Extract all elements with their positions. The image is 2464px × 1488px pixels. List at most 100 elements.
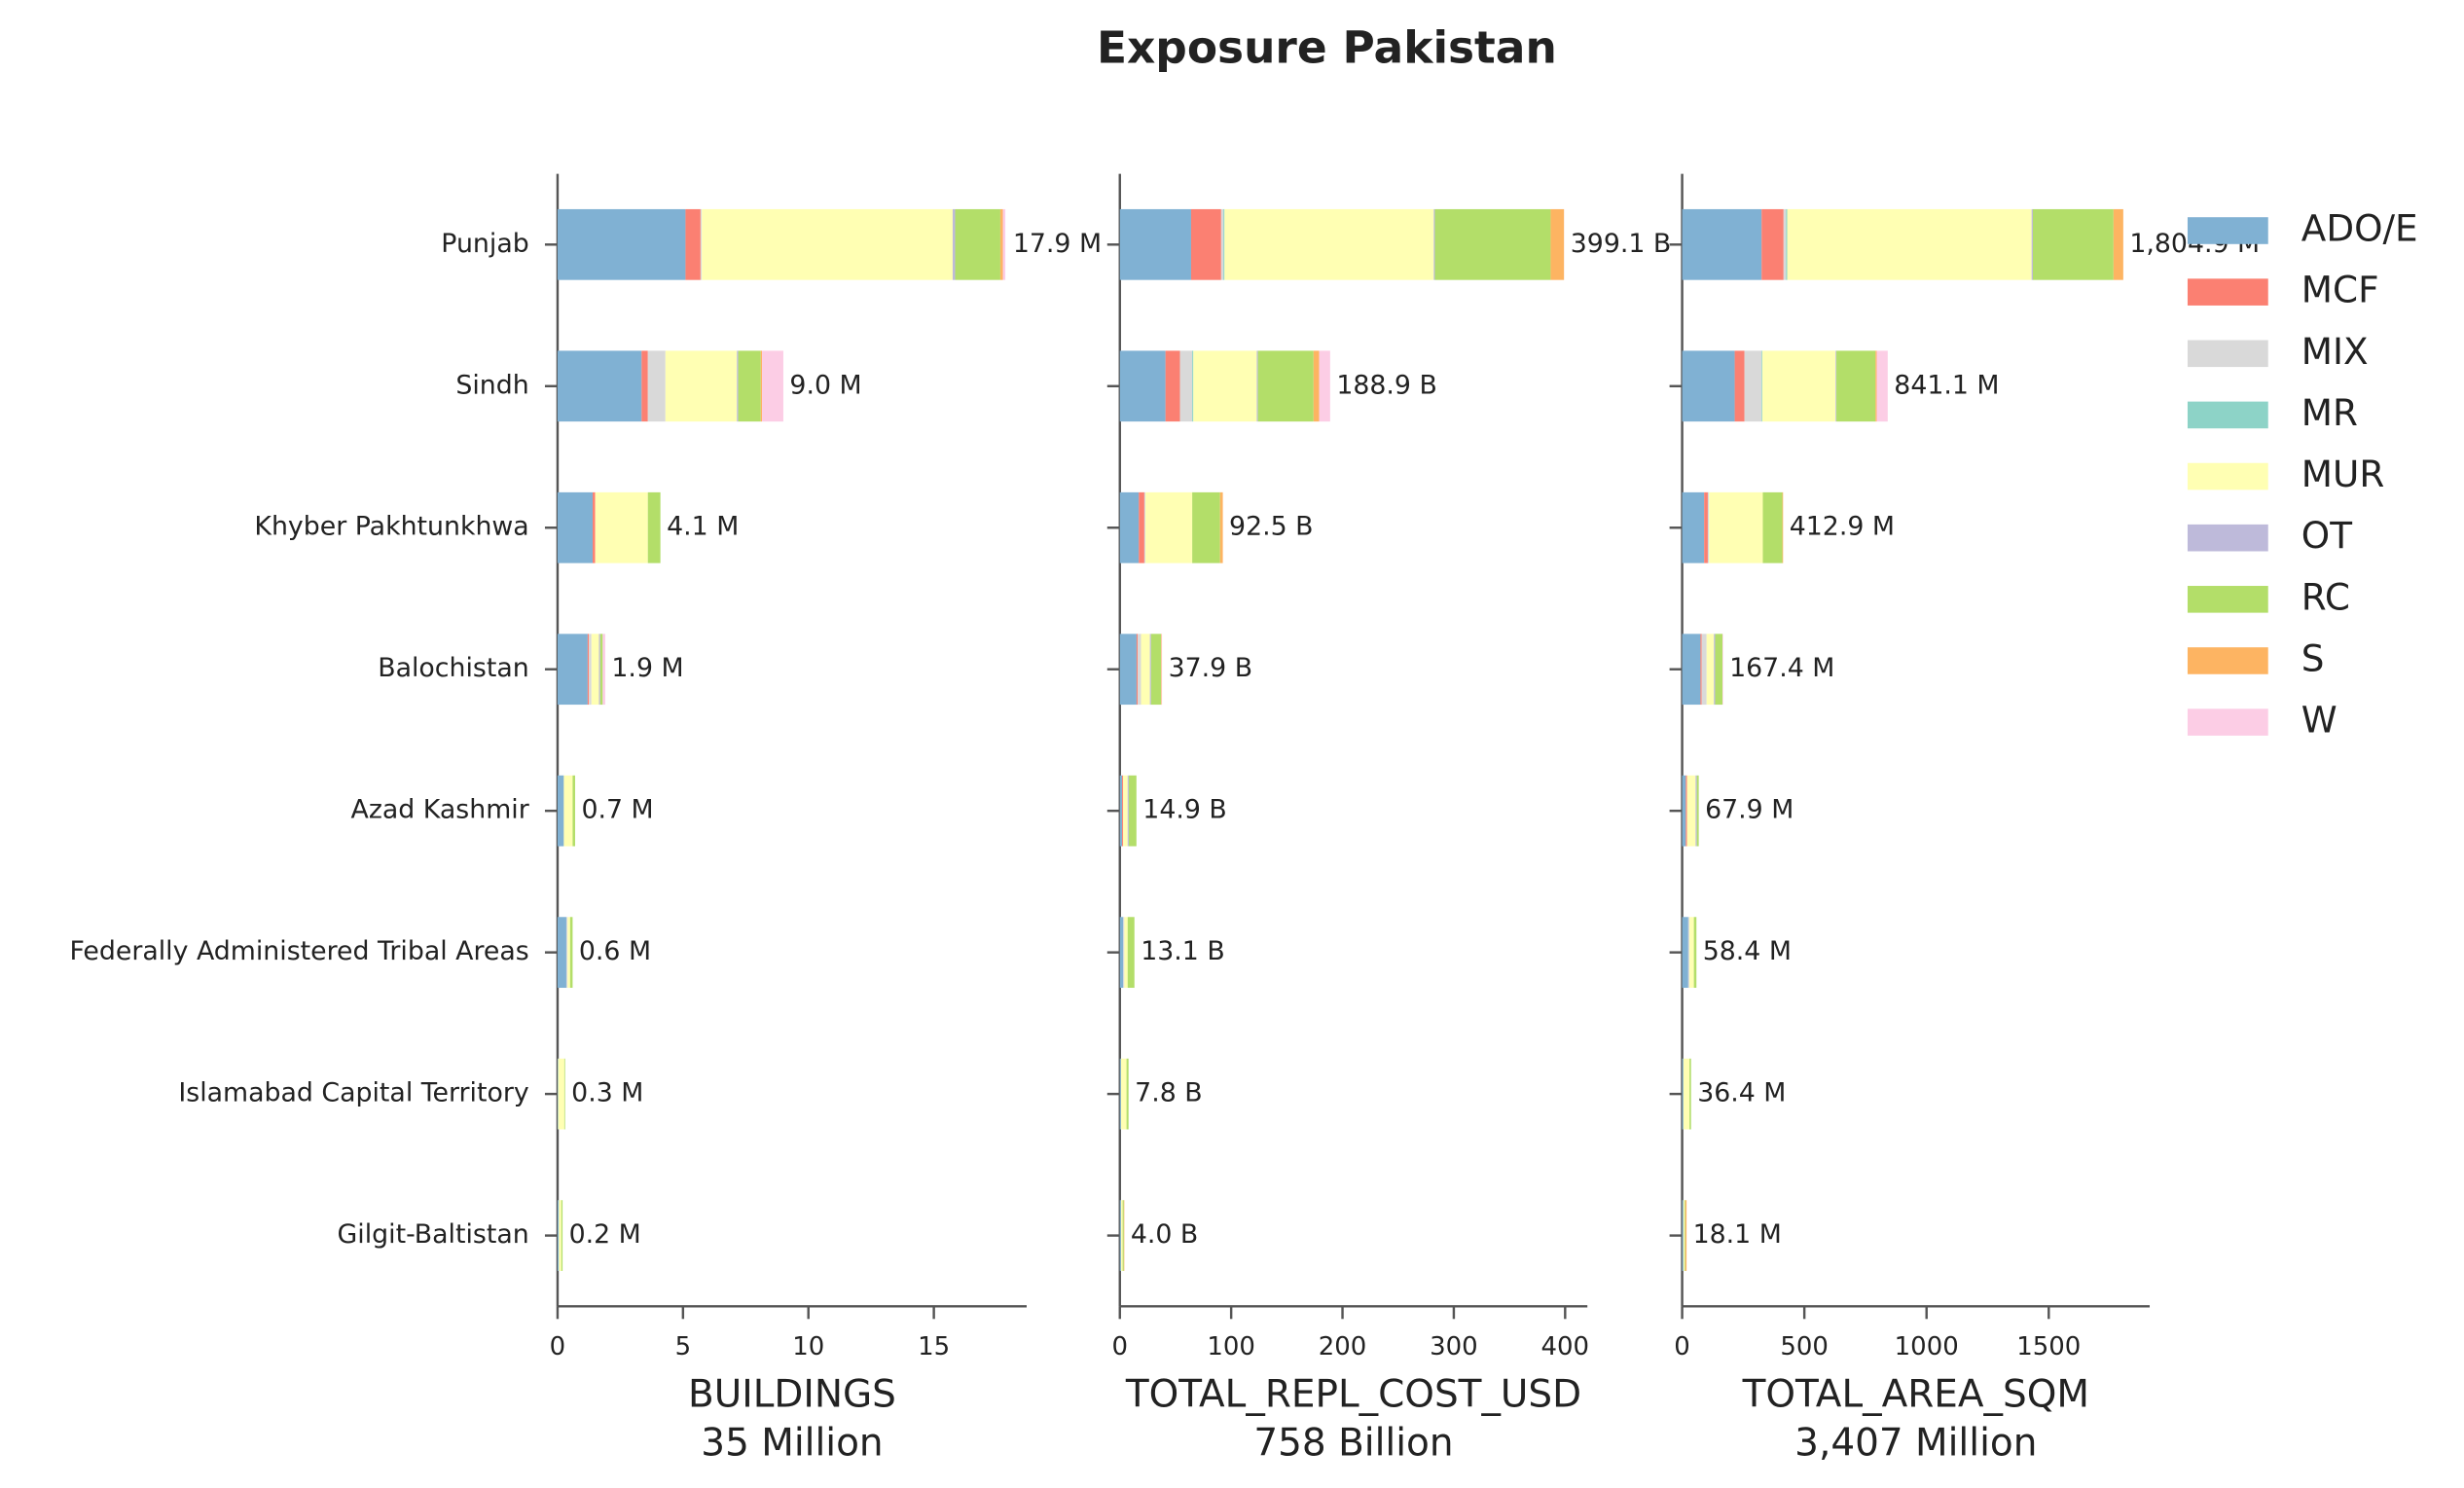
bar-segment <box>1190 208 1221 280</box>
legend-swatch <box>2187 278 2268 306</box>
bar-segment <box>1119 1200 1121 1271</box>
bar-segment <box>1192 350 1194 422</box>
bar-segment <box>563 775 573 847</box>
y-tick-label: Punjab <box>441 229 528 259</box>
bar-segment <box>1119 1058 1121 1130</box>
bar-segment <box>1706 634 1715 706</box>
x-axis-subtitle: 758 Billion <box>1253 1422 1453 1466</box>
bar-segment <box>557 208 686 280</box>
bar-segment <box>557 1200 560 1271</box>
bar-segment <box>1119 775 1123 847</box>
total-label: 36.4 M <box>1697 1078 1786 1108</box>
legend-swatch <box>2187 401 2268 429</box>
x-axis-label: TOTAL_AREA_SQM <box>1742 1372 2089 1416</box>
total-label: 17.9 M <box>1013 229 1102 259</box>
bar-segment <box>1835 350 1837 422</box>
bar-segment <box>557 491 594 563</box>
bar-segment <box>1700 634 1702 706</box>
bar-segment <box>599 634 603 706</box>
x-tick-label: 200 <box>1319 1332 1367 1361</box>
bar-segment <box>1715 634 1723 706</box>
bar-segment <box>1119 634 1137 706</box>
bar-segment <box>1224 208 1434 280</box>
total-label: 1.9 M <box>611 653 683 683</box>
bar-segment <box>558 1058 564 1130</box>
bar-segment <box>1256 350 1258 422</box>
bar-segment <box>1685 1200 1687 1271</box>
bar-segment <box>1685 775 1687 847</box>
legend-swatch <box>2187 462 2268 490</box>
bar-segment <box>1319 350 1330 422</box>
bar-segment <box>737 350 739 422</box>
bar-segment <box>1704 491 1708 563</box>
bar-segment <box>1434 208 1551 280</box>
bar-segment <box>1128 775 1137 847</box>
bar-segment <box>1223 208 1225 280</box>
x-tick-label: 10 <box>792 1332 824 1361</box>
bar-segment <box>1257 350 1314 422</box>
bar-segment <box>1192 491 1220 563</box>
x-tick-label: 15 <box>918 1332 950 1361</box>
chart-title: Exposure Pakistan <box>1097 21 1557 73</box>
y-tick-label: Federally Administered Tribal Areas <box>69 936 528 966</box>
bar-segment <box>1002 208 1006 280</box>
x-tick-label: 500 <box>1780 1332 1829 1361</box>
bar-segment <box>1120 1058 1127 1130</box>
legend-swatch <box>2187 340 2268 368</box>
bar-segment <box>2032 208 2114 280</box>
legend-label: W <box>2301 699 2337 742</box>
y-tick-label: Gilgit-Baltistan <box>338 1219 529 1250</box>
bar-segment <box>1682 1200 1684 1271</box>
bar-segment <box>1682 208 1762 280</box>
bar-segment <box>2113 208 2123 280</box>
bar-segment <box>1783 208 1787 280</box>
total-label: 0.3 M <box>571 1078 643 1108</box>
legend-label: S <box>2301 636 2325 679</box>
total-label: 0.7 M <box>581 795 653 825</box>
bar-segment <box>1761 350 1836 422</box>
bar-segment <box>1762 491 1783 563</box>
bar-segment <box>1119 208 1191 280</box>
bar-segment <box>1722 634 1723 706</box>
bar-segment <box>557 1058 559 1130</box>
total-label: 399.1 B <box>1571 229 1671 259</box>
bar-segment <box>1433 208 1435 280</box>
bar-segment <box>595 491 648 563</box>
legend-label: MUR <box>2301 453 2384 495</box>
bar-segment <box>1782 491 1784 563</box>
legend-swatch <box>2187 708 2268 736</box>
bar-segment <box>1124 917 1128 989</box>
bar-segment <box>952 208 956 280</box>
bar-segment <box>1136 634 1139 706</box>
bar-segment <box>1127 775 1129 847</box>
legend-label: MR <box>2301 391 2358 434</box>
bar-segment <box>641 350 648 422</box>
bar-segment <box>700 208 703 280</box>
bar-segment <box>1126 1058 1129 1130</box>
bar-segment <box>1734 350 1745 422</box>
bar-segment <box>572 775 575 847</box>
bar-segment <box>1127 917 1135 989</box>
x-axis-label: BUILDINGS <box>688 1372 896 1416</box>
y-tick-label: Khyber Pakhtunkhwa <box>254 512 528 542</box>
bar-segment <box>1139 491 1144 563</box>
bar-segment <box>569 917 573 989</box>
x-tick-label: 0 <box>1112 1332 1129 1361</box>
bar-segment <box>1876 350 1888 422</box>
bar-segment <box>563 1058 565 1130</box>
y-tick-label: Sindh <box>455 370 528 400</box>
x-tick-label: 400 <box>1541 1332 1590 1361</box>
total-label: 167.4 M <box>1729 653 1834 683</box>
bar-segment <box>1707 491 1710 563</box>
bar-segment <box>1693 917 1697 989</box>
total-label: 58.4 M <box>1703 936 1792 966</box>
bar-segment <box>1179 350 1193 422</box>
bar-segment <box>1149 634 1151 706</box>
bar-segment <box>1786 208 1788 280</box>
bar-segment <box>557 775 564 847</box>
bar-segment <box>1550 208 1565 280</box>
y-tick-label: Balochistan <box>378 653 529 683</box>
x-tick-label: 0 <box>550 1332 566 1361</box>
